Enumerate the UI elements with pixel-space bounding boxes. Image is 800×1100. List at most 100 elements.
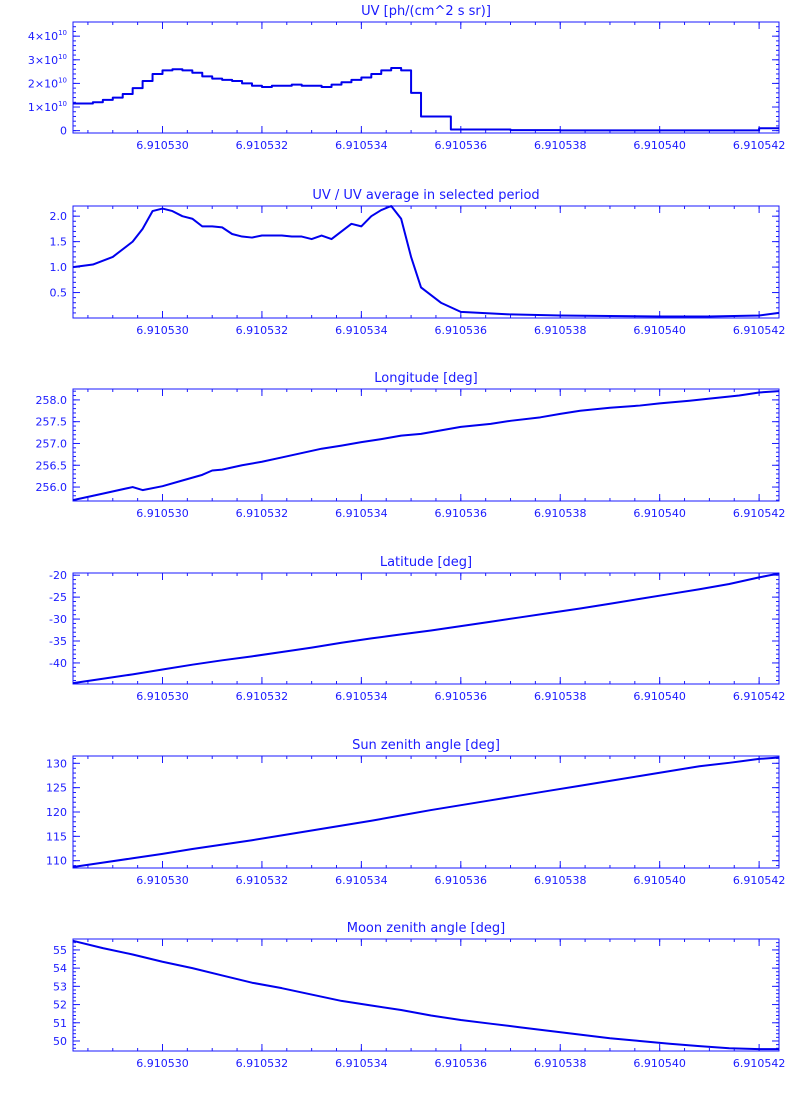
plot-frame: [72, 572, 780, 685]
chart-title: UV / UV average in selected period: [312, 188, 539, 203]
panel-1: UV [ph/(cm^2 s sr)] 6.910530 6.910532 6.910…: [28, 4, 786, 152]
x-tick-label: 6.910542: [733, 690, 786, 703]
x-tick-label: 6.910530: [136, 690, 189, 703]
x-tick-label: 6.910530: [136, 874, 189, 887]
x-tick-label: 6.910538: [534, 1057, 587, 1070]
x-tick-label: 6.910542: [733, 1057, 786, 1070]
x-tick-label: 6.910532: [236, 874, 289, 887]
series-line: [72, 939, 779, 1051]
panel-5: Sun zenith angle [deg] 6.910530 6.910532 6.…: [46, 738, 785, 887]
y-tick-label: 1.5: [50, 236, 68, 249]
y-tick-label: 120: [46, 806, 67, 819]
panel-2: UV / UV average in selected period 6.9105…: [50, 188, 786, 337]
y-tick-label: 52: [53, 999, 67, 1012]
x-tick-label: 6.910532: [236, 1057, 289, 1070]
x-tick-label: 6.910538: [534, 507, 587, 520]
x-tick-label: 6.910542: [733, 139, 786, 152]
x-tick-label: 6.910530: [136, 324, 189, 337]
chart-title: UV [ph/(cm^2 s sr)]: [361, 4, 491, 19]
y-tick-label: 55: [53, 944, 67, 957]
x-tick-label: 6.910538: [534, 324, 587, 337]
y-tick-label: 50: [53, 1035, 67, 1048]
y-tick-label: -35: [49, 635, 67, 648]
x-tick-label: 6.910534: [335, 690, 388, 703]
x-tick-label: 6.910538: [534, 874, 587, 887]
x-tick-label: 6.910534: [335, 139, 388, 152]
y-tick-label: 1×1010: [28, 100, 67, 114]
x-tick-label: 6.910542: [733, 324, 786, 337]
y-tick-base: 4×10: [28, 30, 58, 43]
plot-frame: [72, 388, 780, 502]
x-tick-label: 6.910534: [335, 1057, 388, 1070]
chart-title: Latitude [deg]: [380, 555, 472, 570]
y-tick-label: 125: [46, 782, 67, 795]
x-tick-label: 6.910540: [633, 1057, 686, 1070]
y-tick-label: 3×1010: [28, 53, 67, 67]
x-tick-label: 6.910540: [633, 507, 686, 520]
x-tick-label: 6.910530: [136, 139, 189, 152]
y-tick-base: 3×10: [28, 54, 58, 67]
series-line: [72, 390, 780, 502]
y-tick-label: 0: [60, 125, 67, 138]
x-tick-label: 6.910536: [435, 1057, 488, 1070]
x-tick-label: 6.910540: [633, 690, 686, 703]
y-tick-exponent: 10: [58, 53, 67, 61]
x-tick-label: 6.910540: [633, 139, 686, 152]
x-tick-label: 6.910538: [534, 139, 587, 152]
x-tick-label: 6.910540: [633, 874, 686, 887]
x-tick-label: 6.910540: [633, 324, 686, 337]
x-tick-label: 6.910532: [236, 507, 289, 520]
x-tick-label: 6.910542: [733, 874, 786, 887]
y-tick-label: 256.0: [36, 481, 68, 494]
series-line: [72, 572, 780, 685]
y-tick-label: 257.5: [36, 416, 68, 429]
x-tick-label: 6.910530: [136, 1057, 189, 1070]
y-tick-label: 53: [53, 980, 67, 993]
y-tick-base: 1×10: [28, 101, 58, 114]
panel-3: Longitude [deg] 6.910530 6.910532 6.910534 6…: [36, 371, 786, 520]
y-tick-label: 2.0: [50, 210, 68, 223]
chart-title: Moon zenith angle [deg]: [347, 921, 505, 936]
panel-4: Latitude [deg] 6.910530 6.910532 6.910534 6.…: [49, 555, 785, 703]
x-tick-label: 6.910534: [335, 507, 388, 520]
y-tick-label: 1.0: [50, 261, 68, 274]
x-tick-label: 6.910532: [236, 139, 289, 152]
y-tick-label: 2×1010: [28, 76, 67, 90]
plot-frame: [72, 938, 780, 1052]
x-tick-label: 6.910542: [733, 507, 786, 520]
y-tick-label: 258.0: [36, 394, 68, 407]
x-tick-label: 6.910530: [136, 507, 189, 520]
x-tick-label: 6.910536: [435, 874, 488, 887]
y-tick-label: -25: [49, 591, 67, 604]
x-tick-label: 6.910534: [335, 874, 388, 887]
y-tick-label: -20: [49, 569, 67, 582]
series-line: [73, 67, 779, 132]
y-tick-exponent: 10: [58, 29, 67, 37]
y-tick-label: 256.5: [36, 459, 68, 472]
x-tick-label: 6.910538: [534, 690, 587, 703]
x-tick-label: 6.910536: [435, 139, 488, 152]
plot-frame: [72, 205, 780, 319]
x-tick-label: 6.910536: [435, 690, 488, 703]
x-tick-label: 6.910532: [236, 324, 289, 337]
y-tick-label: 51: [53, 1017, 67, 1030]
y-tick-label: 4×1010: [28, 29, 67, 43]
x-tick-label: 6.910532: [236, 690, 289, 703]
chart-title: Sun zenith angle [deg]: [352, 738, 500, 753]
x-tick-label: 6.910536: [435, 507, 488, 520]
y-tick-label: 54: [53, 962, 67, 975]
series-line: [72, 756, 780, 869]
y-tick-label: 115: [46, 830, 67, 843]
y-tick-exponent: 10: [58, 100, 67, 108]
x-tick-label: 6.910536: [435, 324, 488, 337]
panel-6: Moon zenith angle [deg] 6.910530 6.910532 6…: [53, 921, 785, 1070]
y-tick-label: 110: [46, 855, 67, 868]
y-tick-label: 130: [46, 757, 67, 770]
plot-frame: [72, 21, 780, 134]
chart-title: Longitude [deg]: [374, 371, 477, 386]
y-tick-base: 2×10: [28, 77, 58, 90]
y-tick-exponent: 10: [58, 76, 67, 84]
series-line: [72, 205, 780, 318]
y-tick-label: -40: [49, 657, 67, 670]
